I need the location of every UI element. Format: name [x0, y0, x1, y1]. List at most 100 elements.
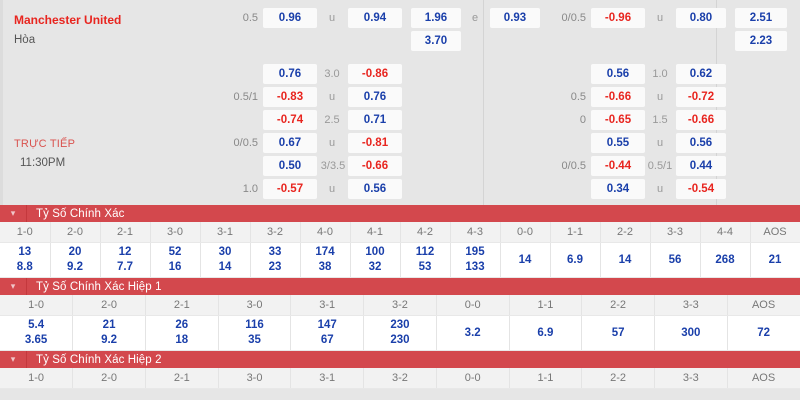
score-odd-cell[interactable]: 33 23	[250, 242, 301, 278]
score-odd-away: 32	[368, 261, 382, 273]
section-title: Tỷ Số Chính Xác Hiệp 2	[36, 353, 162, 366]
score-odd-cell[interactable]: 174 38	[300, 242, 351, 278]
section-header[interactable]: ▾ Tỷ Số Chính Xác Hiệp 1	[0, 278, 800, 295]
alt-ou-prefix: 1.5	[652, 114, 668, 126]
score-odd-cell[interactable]: 195 133	[450, 242, 501, 278]
section-header[interactable]: ▾ Tỷ Số Chính Xác	[0, 205, 800, 222]
handicap-odd-cell[interactable]: 0.96	[263, 8, 317, 28]
alt-ou-odd-cell[interactable]: -0.72	[676, 87, 726, 107]
score-column-header: 3-2	[363, 368, 437, 389]
score-odd-home: 13	[18, 246, 32, 258]
score-odd-cell[interactable]: 100 32	[350, 242, 401, 278]
alt-ou-prefix: u	[656, 137, 664, 149]
alt-handicap-odd-cell[interactable]: 0.34	[591, 179, 645, 199]
score-column-header: 4-4	[700, 222, 751, 243]
score-column-header: 2-2	[600, 222, 651, 243]
score-odd-cell[interactable]: 30 14	[200, 242, 251, 278]
handicap-odd-cell[interactable]: 0.76	[263, 64, 317, 84]
odds-row: 3.70 2.23	[0, 31, 800, 57]
one-x-two-cell[interactable]: 1.96	[411, 8, 461, 28]
over-under-odd-cell[interactable]: -0.81	[348, 133, 402, 153]
alt-ou-odd-cell[interactable]: -0.66	[676, 110, 726, 130]
score-odd-cell[interactable]: 26 18	[145, 315, 219, 351]
over-under-prefix: 3.0	[324, 68, 340, 80]
score-odd-cell[interactable]: 21	[750, 242, 800, 278]
alt-ou-odd-cell[interactable]: 0.62	[676, 64, 726, 84]
score-header-row: 1-0 2-0 2-1 3-0 3-1 3-2 4-0 4-1 4-2 4-3 0-0 1-1 2-2 3…	[0, 222, 800, 243]
alt-handicap-odd-cell[interactable]: 0.56	[591, 64, 645, 84]
score-odd-cell[interactable]: 3.2	[436, 315, 510, 351]
score-column-header: 2-1	[100, 222, 151, 243]
section-header[interactable]: ▾ Tỷ Số Chính Xác Hiệp 2	[0, 351, 800, 368]
alt-ou-odd-cell[interactable]: -0.54	[676, 179, 726, 199]
one-x-two-cell[interactable]: 3.70	[411, 31, 461, 51]
score-column-header: 1-0	[0, 368, 74, 389]
handicap-odd-cell[interactable]: -0.57	[263, 179, 317, 199]
score-odd-home: 26	[175, 319, 189, 331]
odds-row: 0.76 3.0 -0.86 0.56 1.0 0.62	[0, 64, 800, 90]
chevron-down-icon[interactable]: ▾	[0, 351, 27, 368]
score-odd-cell[interactable]: 20 9.2	[50, 242, 101, 278]
score-odd-cell[interactable]: 230 230	[363, 315, 437, 351]
alt-ou-odd-cell[interactable]: 0.56	[676, 133, 726, 153]
over-under-prefix: u	[328, 91, 336, 103]
handicap-odd-cell[interactable]: -0.74	[263, 110, 317, 130]
score-column-header: 1-1	[509, 368, 583, 389]
score-odd-cell[interactable]: 147 67	[290, 315, 365, 351]
final-odd-cell[interactable]: 2.23	[735, 31, 787, 51]
score-odd-cell[interactable]: 268	[700, 242, 751, 278]
score-odd-cell[interactable]: 116 35	[218, 315, 292, 351]
handicap-odd-cell[interactable]: 0.67	[263, 133, 317, 153]
final-odd-cell[interactable]: 2.51	[735, 8, 787, 28]
section-correct-score-h2: ▾ Tỷ Số Chính Xác Hiệp 2 1-0 2-0 2-1 3-0 3-1…	[0, 351, 800, 389]
score-column-header: 2-0	[50, 222, 101, 243]
alt-handicap-odd-cell[interactable]: -0.44	[591, 156, 645, 176]
score-odd-cell[interactable]: 112 53	[400, 242, 451, 278]
score-column-header: 2-0	[72, 295, 146, 316]
score-odd-cell[interactable]: 5.4 3.65	[0, 315, 74, 351]
score-odd-cell[interactable]: 6.9	[550, 242, 601, 278]
score-odd-cell[interactable]: 56	[650, 242, 701, 278]
alt-handicap-odd-cell[interactable]: -0.96	[591, 8, 645, 28]
draw-label: Hòa	[14, 34, 36, 46]
score-value-row: 13 8.8 20 9.2 12 7.7 52 16 30 14 33 23 174 38 100 32 112…	[0, 242, 800, 278]
score-odd-cell[interactable]: 14	[500, 242, 551, 278]
alt-handicap-line: 0/0.5	[561, 160, 586, 172]
alt-ou-odd-cell[interactable]: 0.44	[676, 156, 726, 176]
over-under-prefix: u	[328, 183, 336, 195]
score-odd-cell[interactable]: 72	[727, 315, 800, 351]
score-odd-home: 268	[715, 254, 735, 266]
over-under-odd-cell[interactable]: 0.94	[348, 8, 402, 28]
alt-handicap-odd-cell[interactable]: -0.65	[591, 110, 645, 130]
over-under-odd-cell[interactable]: 0.71	[348, 110, 402, 130]
score-odd-away: 14	[218, 261, 232, 273]
score-odd-cell[interactable]: 21 9.2	[72, 315, 146, 351]
handicap-line: 0.5/1	[233, 91, 258, 103]
score-odd-home: 6.9	[537, 327, 554, 339]
odds-row: 0.50 3/3.5 -0.66 0/0.5 -0.44 0.5/1 0.44	[0, 156, 800, 182]
over-under-odd-cell[interactable]: -0.86	[348, 64, 402, 84]
chevron-down-icon[interactable]: ▾	[0, 205, 27, 222]
handicap-odd-cell[interactable]: -0.83	[263, 87, 317, 107]
team-name-home[interactable]: Manchester United	[14, 13, 122, 27]
score-column-header: 3-0	[150, 222, 201, 243]
draw-odd-cell[interactable]: 0.93	[490, 8, 540, 28]
over-under-odd-cell[interactable]: 0.56	[348, 179, 402, 199]
handicap-odd-cell[interactable]: 0.50	[263, 156, 317, 176]
score-odd-home: 57	[611, 327, 625, 339]
score-odd-cell[interactable]: 6.9	[509, 315, 583, 351]
over-under-odd-cell[interactable]: -0.66	[348, 156, 402, 176]
alt-ou-odd-cell[interactable]: 0.80	[676, 8, 726, 28]
chevron-down-icon[interactable]: ▾	[0, 278, 27, 295]
over-under-odd-cell[interactable]: 0.76	[348, 87, 402, 107]
alt-handicap-odd-cell[interactable]: 0.55	[591, 133, 645, 153]
score-odd-cell[interactable]: 14	[600, 242, 651, 278]
score-odd-cell[interactable]: 12 7.7	[100, 242, 151, 278]
score-odd-cell[interactable]: 13 8.8	[0, 242, 51, 278]
score-odd-cell[interactable]: 52 16	[150, 242, 201, 278]
score-odd-home: 112	[415, 246, 435, 258]
alt-handicap-odd-cell[interactable]: -0.66	[591, 87, 645, 107]
score-odd-cell[interactable]: 57	[581, 315, 655, 351]
score-column-header: 3-2	[250, 222, 301, 243]
score-odd-cell[interactable]: 300	[654, 315, 728, 351]
